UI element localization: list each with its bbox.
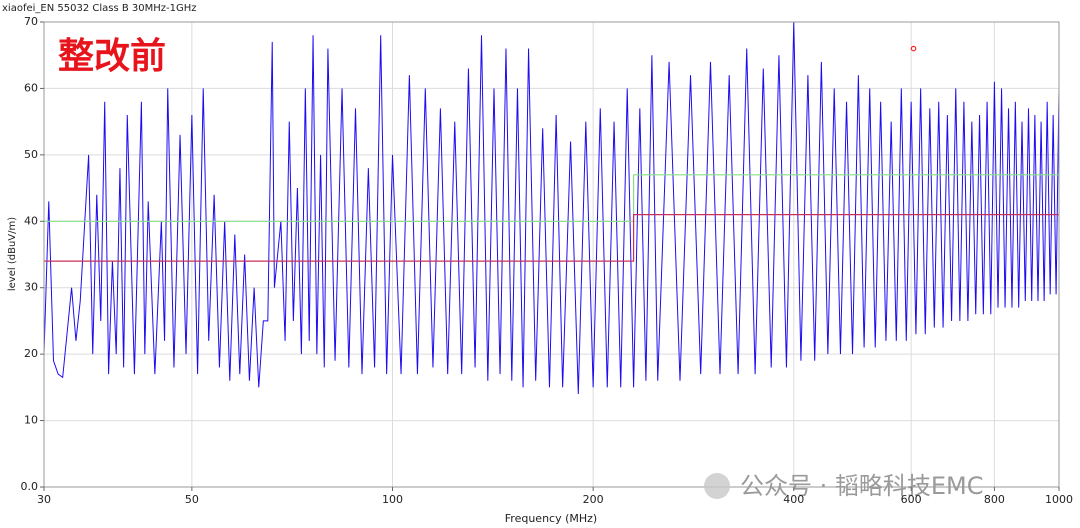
y-tick-label: 10 <box>24 414 38 427</box>
y-tick-label: 70 <box>24 15 38 28</box>
series-line <box>43 21 1060 395</box>
plot-frame <box>43 21 1060 488</box>
annotation: 整改前 <box>58 36 166 77</box>
series-line <box>44 214 1059 262</box>
x-tick-label: 600 <box>901 493 922 506</box>
y-tick-label: 50 <box>24 148 38 161</box>
x-tick-label: 800 <box>984 493 1005 506</box>
x-tick-label: 100 <box>382 493 403 506</box>
y-tick-label: 30 <box>24 281 38 294</box>
watermark: 公众号 · 韬略科技EMC <box>740 472 984 500</box>
x-tick-label: 200 <box>583 493 604 506</box>
watermark-icon <box>704 473 730 499</box>
plot-area <box>43 21 1060 488</box>
y-tick-label: 20 <box>24 347 38 360</box>
y-tick-label: 60 <box>24 81 38 94</box>
x-tick-label: 1000 <box>1045 493 1073 506</box>
x-axis-label: Frequency (MHz) <box>505 512 597 525</box>
chart-title: xiaofei_EN 55032 Class B 30MHz-1GHz <box>2 3 197 14</box>
y-tick-label: 40 <box>24 214 38 227</box>
x-tick-label: 50 <box>185 493 199 506</box>
y-tick-label: 0.0 <box>21 480 39 493</box>
x-tick-label: 30 <box>37 493 51 506</box>
x-tick-label: 400 <box>783 493 804 506</box>
series-line <box>44 174 1059 222</box>
y-axis-label: level (dBuV/m) <box>7 217 18 291</box>
marker-point <box>910 45 917 52</box>
